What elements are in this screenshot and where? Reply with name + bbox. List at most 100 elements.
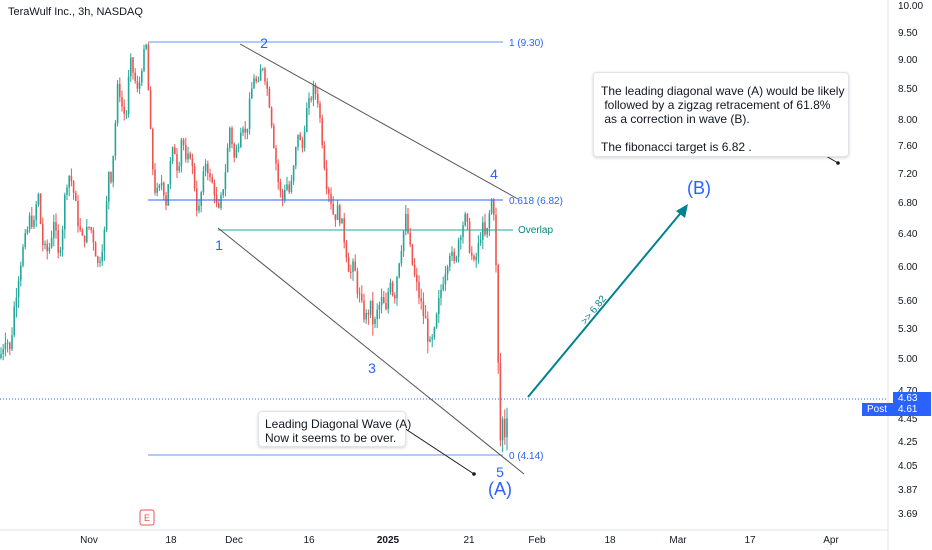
candle-body: [308, 98, 310, 109]
candle-body: [402, 231, 405, 251]
candle-body: [440, 289, 442, 299]
candle-body: [292, 165, 295, 181]
candle-body: [72, 181, 75, 193]
candle-body: [119, 83, 121, 98]
candle-body: [226, 147, 229, 173]
candle-body: [204, 163, 207, 172]
note-leading-diagonal[interactable]: Leading Diagonal Wave (A) Now it seems t…: [258, 411, 411, 447]
candle-body: [156, 187, 158, 193]
candle-body: [50, 237, 53, 248]
candle-body: [90, 227, 92, 231]
candle-body: [0, 354, 2, 358]
candle-body: [405, 213, 407, 232]
candle-body: [363, 300, 365, 320]
candle-body: [127, 76, 130, 114]
candle-body: [147, 44, 150, 91]
candle-body: [477, 243, 480, 257]
candle-body: [336, 205, 339, 220]
candle-body: [484, 222, 486, 235]
candle-body: [101, 251, 103, 262]
candle-body: [171, 147, 174, 161]
candle-body: [290, 180, 293, 192]
candle-body: [6, 342, 9, 344]
candle-body: [178, 166, 180, 171]
candle-body: [321, 117, 323, 146]
candle-body: [187, 153, 189, 160]
candle-body: [264, 68, 266, 82]
candle-body: [152, 128, 154, 170]
candle-body: [46, 243, 48, 252]
candle-body: [330, 193, 332, 204]
candle-body: [429, 339, 431, 342]
candle-body: [464, 213, 466, 226]
candle-body: [374, 318, 376, 325]
wave-label-2: 2: [260, 35, 268, 51]
candle-body: [369, 300, 372, 315]
candle-body: [158, 185, 161, 188]
candle-body: [295, 147, 297, 166]
candle-body: [44, 243, 46, 246]
candle-body: [427, 318, 429, 342]
candle-body: [145, 44, 147, 49]
y-tick-label: 8.00: [898, 115, 918, 126]
candle-body: [33, 219, 35, 227]
candle-body: [334, 214, 337, 220]
candle-body: [92, 230, 95, 243]
candle-body: [490, 200, 493, 214]
x-tick-label: Nov: [80, 535, 98, 546]
candle-body: [499, 362, 502, 441]
candle-body: [134, 72, 136, 82]
candle-body: [482, 222, 484, 240]
candle-body: [189, 153, 191, 159]
candle-body: [242, 128, 244, 133]
candle-body: [112, 155, 114, 183]
candle-body: [277, 163, 279, 182]
y-tick-label: 4.45: [898, 414, 918, 425]
chart-title: TeraWulf Inc., 3h, NASDAQ: [8, 6, 143, 18]
candle-body: [387, 292, 389, 310]
candle-body: [411, 244, 414, 265]
candle-body: [75, 192, 77, 201]
candle-body: [383, 297, 385, 304]
candle-body: [488, 213, 491, 228]
wave-label-4: 4: [490, 166, 498, 182]
note2-line-2: followed by a zigzag retracement of 61.8…: [601, 98, 831, 112]
last-price-badge: 4.63: [893, 392, 931, 405]
candle-body: [332, 203, 334, 215]
candle-body: [422, 301, 425, 316]
candle-body: [367, 312, 370, 315]
candle-body: [130, 57, 132, 77]
projection-arrowhead: [676, 204, 688, 218]
candle-body: [136, 81, 139, 89]
candle-body: [154, 169, 156, 193]
fib-0618-label: 0.618 (6.82): [509, 196, 563, 207]
candle-body: [26, 229, 29, 234]
note2-line-3: as a correction in wave (B).: [601, 112, 750, 126]
candle-body: [339, 205, 341, 224]
y-tick-label: 5.00: [898, 354, 918, 365]
candle-body: [248, 98, 251, 129]
candle-body: [11, 335, 13, 350]
candle-body: [218, 203, 220, 208]
earnings-marker[interactable]: [139, 509, 155, 526]
candle-body: [501, 418, 504, 441]
candle-body: [378, 305, 381, 310]
candle-body: [4, 343, 7, 350]
candle-body: [13, 306, 15, 336]
candle-body: [416, 274, 418, 282]
candle-body: [273, 125, 275, 148]
candle-body: [400, 250, 403, 264]
candle-body: [22, 246, 24, 266]
candle-body: [48, 247, 51, 252]
candle-body: [413, 264, 416, 275]
candle-body: [398, 263, 400, 277]
y-tick-label: 8.50: [898, 84, 918, 95]
earnings-marker-label: E: [144, 513, 150, 523]
candle-body: [391, 282, 394, 296]
x-tick-label: 21: [463, 535, 475, 546]
candle-body: [299, 134, 301, 141]
candle-body: [479, 239, 482, 244]
candle-body: [358, 293, 361, 295]
note-fibonacci-target[interactable]: The leading diagonal wave (A) would be l…: [593, 72, 849, 157]
